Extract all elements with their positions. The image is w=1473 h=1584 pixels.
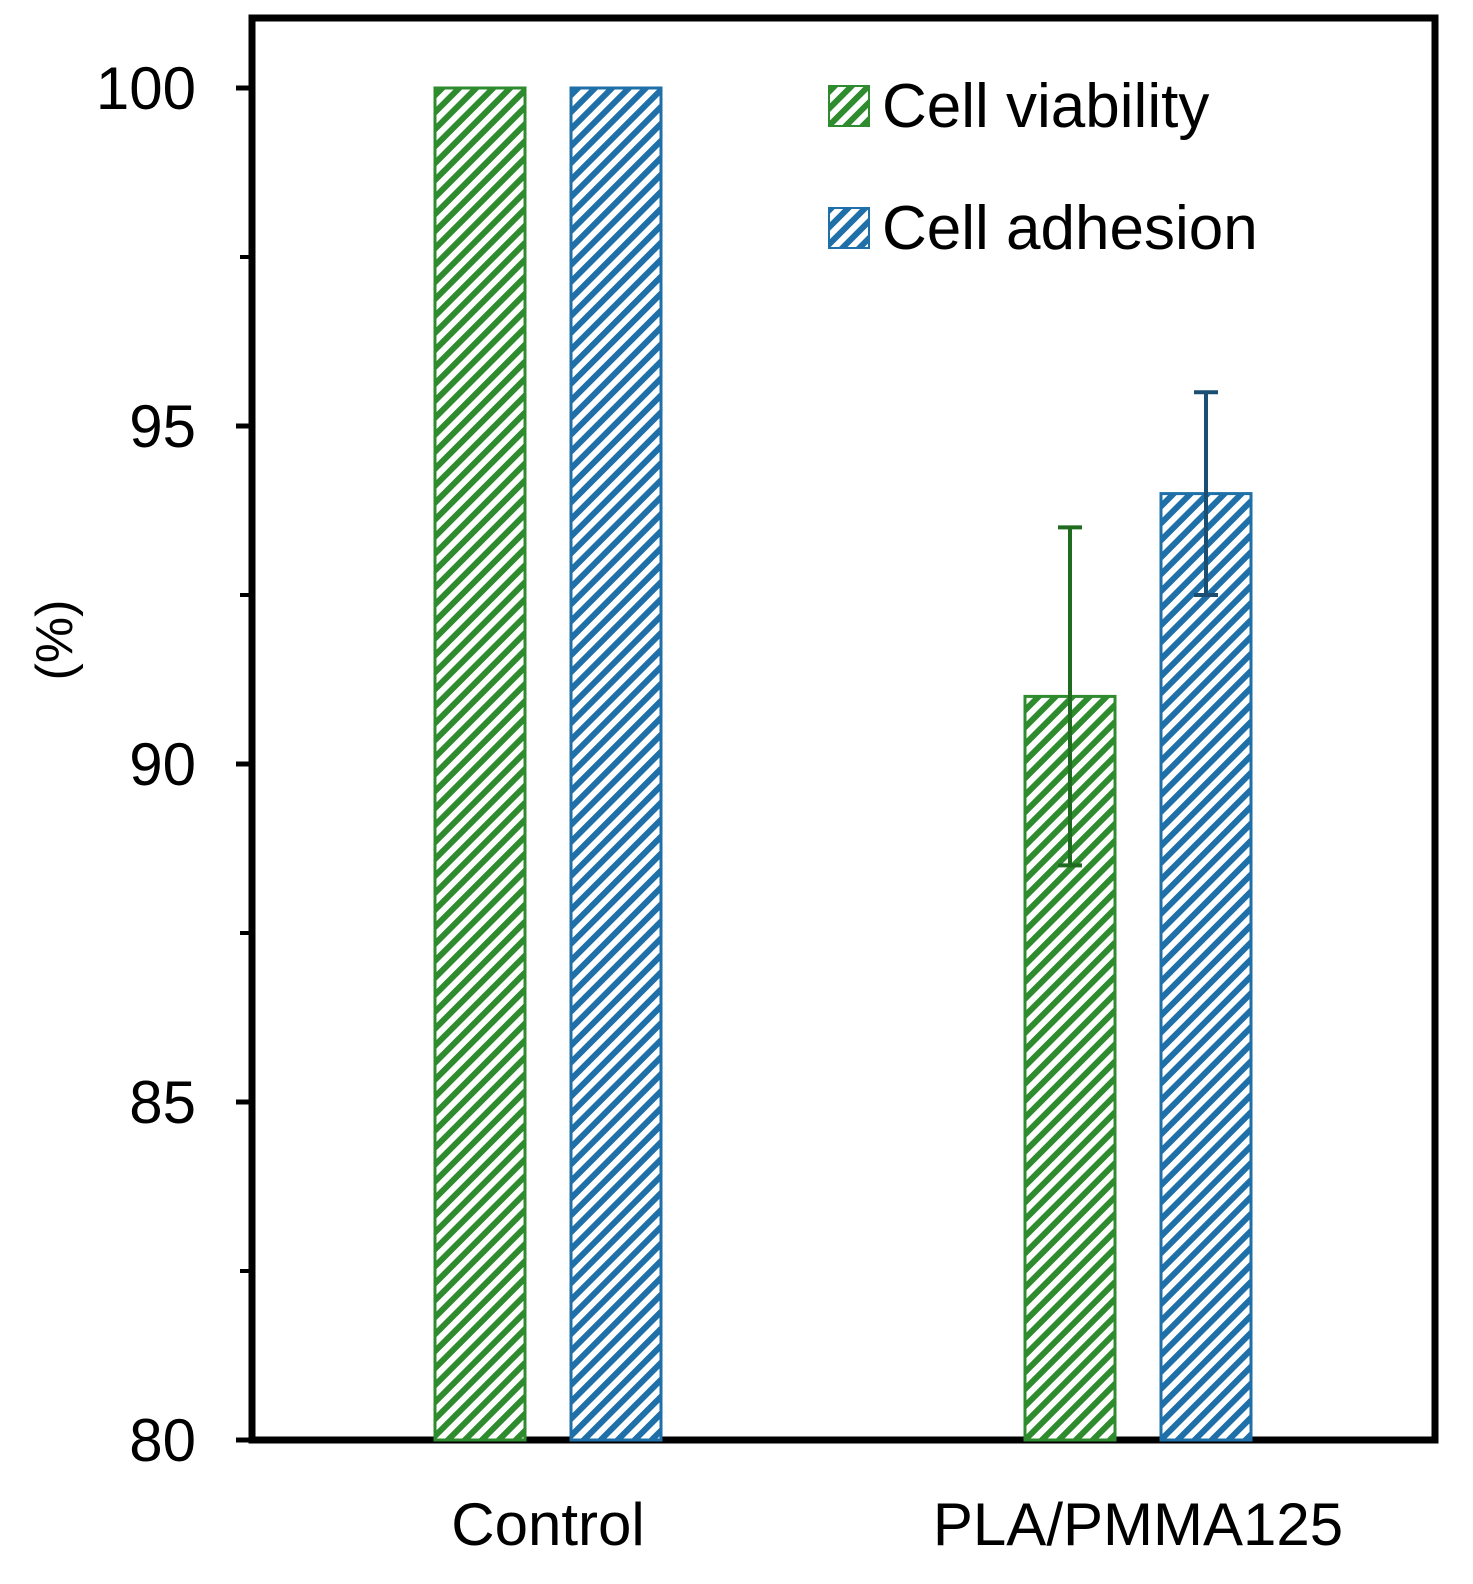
error-bars-group (1058, 390, 1218, 868)
x-category-label-control: Control (451, 1491, 644, 1558)
bar-cell-adhesion-control (569, 86, 663, 1442)
y-axis-ticks: 80 85 90 95 100 (96, 55, 252, 1474)
bars-group (433, 86, 1253, 1442)
y-tick-label: 90 (129, 731, 196, 798)
bar-cell-viability-control (433, 86, 527, 1442)
y-tick-label: 100 (96, 55, 196, 122)
y-tick-label: 95 (129, 393, 196, 460)
y-tick-label: 80 (129, 1407, 196, 1474)
y-tick-label: 85 (129, 1069, 196, 1136)
legend: Cell viability Cell adhesion (828, 72, 1258, 263)
legend-label-cell-adhesion: Cell adhesion (882, 194, 1258, 263)
x-category-label-pla-pmma125: PLA/PMMA125 (933, 1491, 1343, 1558)
plot-frame (248, 14, 1439, 1444)
bar-cell-adhesion-pla-pmma125 (1159, 492, 1253, 1442)
legend-label-cell-viability: Cell viability (882, 72, 1209, 141)
y-axis-title: (%) (26, 600, 84, 681)
legend-swatch-cell-adhesion (828, 207, 870, 249)
legend-swatch-cell-viability (828, 85, 870, 127)
